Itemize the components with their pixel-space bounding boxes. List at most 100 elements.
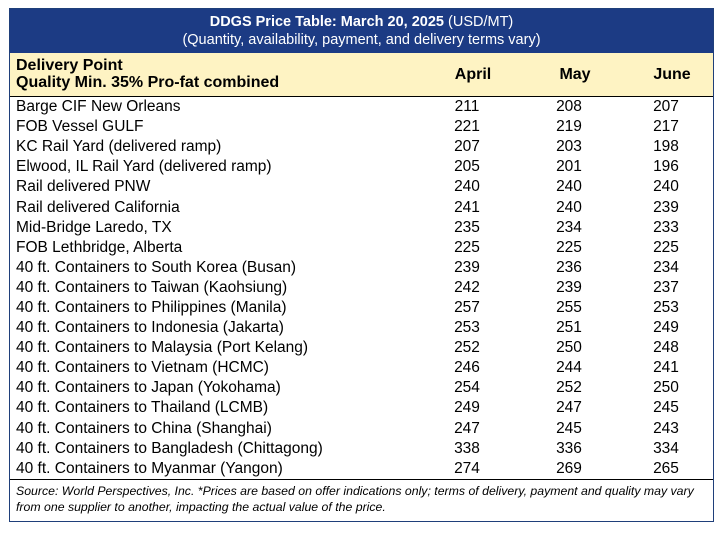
table-row: FOB Vessel GULF 221 219 217: [10, 117, 713, 137]
april-price-cell: 205: [454, 158, 480, 176]
june-price-cell: 245: [653, 399, 679, 417]
table-title-main: DDGS Price Table: March 20, 2025: [209, 14, 444, 30]
may-price-cell: 201: [556, 158, 582, 176]
april-price-cell: 225: [454, 238, 480, 256]
may-price-cell: 336: [556, 439, 582, 457]
header-june: June: [653, 66, 691, 83]
april-price-cell: 221: [454, 118, 480, 136]
table-row: Elwood, IL Rail Yard (delivered ramp) 205…: [10, 157, 713, 177]
april-price-cell: 246: [454, 359, 480, 377]
may-price-cell: 219: [556, 118, 582, 136]
april-price-cell: 274: [454, 459, 480, 477]
delivery-point-cell: Barge CIF New Orleans: [16, 98, 181, 116]
delivery-point-cell: Rail delivered PNW: [16, 178, 151, 196]
april-price-cell: 252: [454, 339, 480, 357]
table-row: KC Rail Yard (delivered ramp) 207 203 198: [10, 137, 713, 157]
table-row: 40 ft. Containers to Taiwan (Kaohsiung) 2…: [10, 278, 713, 298]
delivery-point-cell: 40 ft. Containers to Japan (Yokohama): [16, 379, 281, 397]
may-price-cell: 247: [556, 399, 582, 417]
table-title: DDGS Price Table: March 20, 2025 (USD/MT…: [10, 13, 713, 31]
delivery-point-cell: 40 ft. Containers to Myanmar (Yangon): [16, 459, 283, 477]
june-price-cell: 239: [653, 198, 679, 216]
delivery-point-cell: 40 ft. Containers to Malaysia (Port Kela…: [16, 339, 309, 357]
table-row: Barge CIF New Orleans 211 208 207: [10, 97, 713, 117]
delivery-point-cell: 40 ft. Containers to Philippines (Manila…: [16, 298, 287, 316]
delivery-point-cell: FOB Lethbridge, Alberta: [16, 238, 183, 256]
april-price-cell: 211: [454, 98, 480, 116]
april-price-cell: 253: [454, 319, 480, 337]
table-subtitle: (Quantity, availability, payment, and de…: [182, 32, 541, 48]
delivery-point-cell: 40 ft. Containers to Bangladesh (Chittag…: [16, 439, 323, 457]
may-price-cell: 245: [556, 419, 582, 437]
header-point-line2: Quality Min. 35% Pro-fat combined: [16, 74, 280, 91]
april-price-cell: 207: [454, 138, 480, 156]
delivery-point-cell: 40 ft. Containers to China (Shanghai): [16, 419, 272, 437]
june-price-cell: 249: [653, 319, 679, 337]
june-price-cell: 265: [653, 459, 679, 477]
june-price-cell: 241: [653, 359, 679, 377]
table-body: Barge CIF New Orleans 211 208 207 FOB Vessel…: [10, 97, 713, 480]
delivery-point-cell: Rail delivered California: [16, 198, 180, 216]
april-price-cell: 242: [454, 278, 480, 296]
table-row: 40 ft. Containers to Malaysia (Port Kela…: [10, 338, 713, 358]
april-price-cell: 240: [454, 178, 480, 196]
table-row: Mid-Bridge Laredo, TX 235 234 233: [10, 218, 713, 238]
june-price-cell: 250: [653, 379, 679, 397]
delivery-point-cell: Elwood, IL Rail Yard (delivered ramp): [16, 158, 272, 176]
table-header-row: Delivery Point Quality Min. 35% Pro-fat …: [10, 53, 713, 97]
table-row: Rail delivered PNW 240 240 240: [10, 177, 713, 197]
table-row: 40 ft. Containers to South Korea (Busan)…: [10, 258, 713, 278]
june-price-cell: 253: [653, 298, 679, 316]
may-price-cell: 208: [556, 98, 582, 116]
may-price-cell: 251: [556, 319, 582, 337]
source-note: Source: World Perspectives, Inc. *Prices…: [16, 483, 694, 514]
may-price-cell: 239: [556, 278, 582, 296]
june-price-cell: 248: [653, 339, 679, 357]
april-price-cell: 249: [454, 399, 480, 417]
may-price-cell: 234: [556, 218, 582, 236]
june-price-cell: 196: [653, 158, 679, 176]
june-price-cell: 240: [653, 178, 679, 196]
header-point-line1: Delivery Point: [16, 57, 123, 74]
april-price-cell: 235: [454, 218, 480, 236]
delivery-point-cell: FOB Vessel GULF: [16, 118, 144, 136]
table-row: 40 ft. Containers to Vietnam (HCMC) 246 24…: [10, 358, 713, 378]
delivery-point-cell: 40 ft. Containers to Indonesia (Jakarta): [16, 319, 284, 337]
header-may: May: [559, 66, 591, 83]
delivery-point-cell: KC Rail Yard (delivered ramp): [16, 138, 222, 156]
april-price-cell: 241: [454, 198, 480, 216]
may-price-cell: 240: [556, 178, 582, 196]
table-row: 40 ft. Containers to Bangladesh (Chittag…: [10, 439, 713, 459]
june-price-cell: 234: [653, 258, 679, 276]
table-row: 40 ft. Containers to China (Shanghai) 247…: [10, 419, 713, 439]
june-price-cell: 334: [653, 439, 679, 457]
delivery-point-cell: 40 ft. Containers to Taiwan (Kaohsiung): [16, 278, 288, 296]
may-price-cell: 252: [556, 379, 582, 397]
june-price-cell: 243: [653, 419, 679, 437]
table-row: 40 ft. Containers to Philippines (Manila…: [10, 298, 713, 318]
table-row: Rail delivered California 241 240 239: [10, 197, 713, 217]
april-price-cell: 239: [454, 258, 480, 276]
june-price-cell: 233: [653, 218, 679, 236]
table-title-bar: DDGS Price Table: March 20, 2025 (USD/MT…: [10, 9, 713, 53]
table-row: 40 ft. Containers to Thailand (LCMB) 249 2…: [10, 398, 713, 418]
may-price-cell: 269: [556, 459, 582, 477]
june-price-cell: 198: [653, 138, 679, 156]
table-row: FOB Lethbridge, Alberta 225 225 225: [10, 238, 713, 258]
june-price-cell: 217: [653, 118, 679, 136]
may-price-cell: 240: [556, 198, 582, 216]
june-price-cell: 207: [653, 98, 679, 116]
may-price-cell: 236: [556, 258, 582, 276]
april-price-cell: 247: [454, 419, 480, 437]
april-price-cell: 338: [454, 439, 480, 457]
table-row: 40 ft. Containers to Japan (Yokohama) 254…: [10, 378, 713, 398]
april-price-cell: 257: [454, 298, 480, 316]
table-title-unit: (USD/MT): [448, 14, 514, 30]
delivery-point-cell: 40 ft. Containers to South Korea (Busan): [16, 258, 297, 276]
delivery-point-cell: 40 ft. Containers to Vietnam (HCMC): [16, 359, 269, 377]
header-april: April: [454, 66, 492, 83]
june-price-cell: 237: [653, 278, 679, 296]
may-price-cell: 225: [556, 238, 582, 256]
delivery-point-cell: 40 ft. Containers to Thailand (LCMB): [16, 399, 269, 417]
table-row: 40 ft. Containers to Indonesia (Jakarta)…: [10, 318, 713, 338]
